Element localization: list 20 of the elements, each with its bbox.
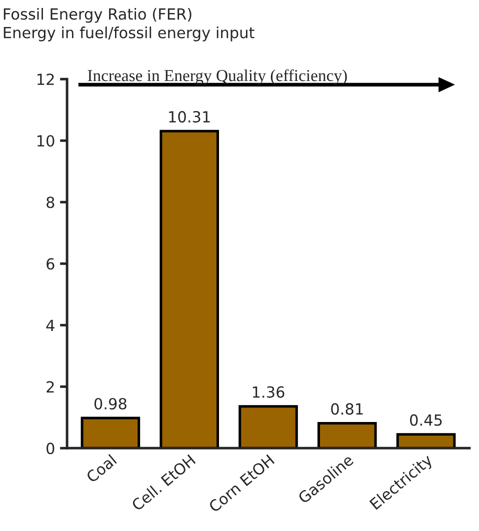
bar [238, 405, 298, 448]
y-tick-label: 12 [37, 74, 54, 85]
bar [396, 433, 456, 448]
y-tick-label: 6 [46, 258, 54, 270]
bar [80, 416, 140, 448]
bar [317, 422, 377, 448]
bar [160, 130, 219, 448]
chart-title: Fossil Energy Ratio (FER) [4, 8, 192, 23]
y-tick-label: 8 [46, 196, 54, 208]
y-tick-label: 4 [46, 320, 54, 331]
y-tick-label: 0 [46, 442, 54, 454]
chart-subtitle: Energy in fuel/fossil energy input [4, 26, 254, 42]
data-label: 1.36 [252, 386, 284, 398]
y-tick-label: 2 [46, 381, 54, 392]
data-label: 0.98 [94, 398, 126, 410]
data-label: 0.81 [331, 403, 363, 415]
data-label: 10.31 [169, 111, 210, 123]
data-label: 0.45 [410, 414, 442, 426]
annotation: Increase in Energy Quality (efficiency) [88, 69, 347, 85]
y-tick-label: 10 [37, 135, 54, 147]
